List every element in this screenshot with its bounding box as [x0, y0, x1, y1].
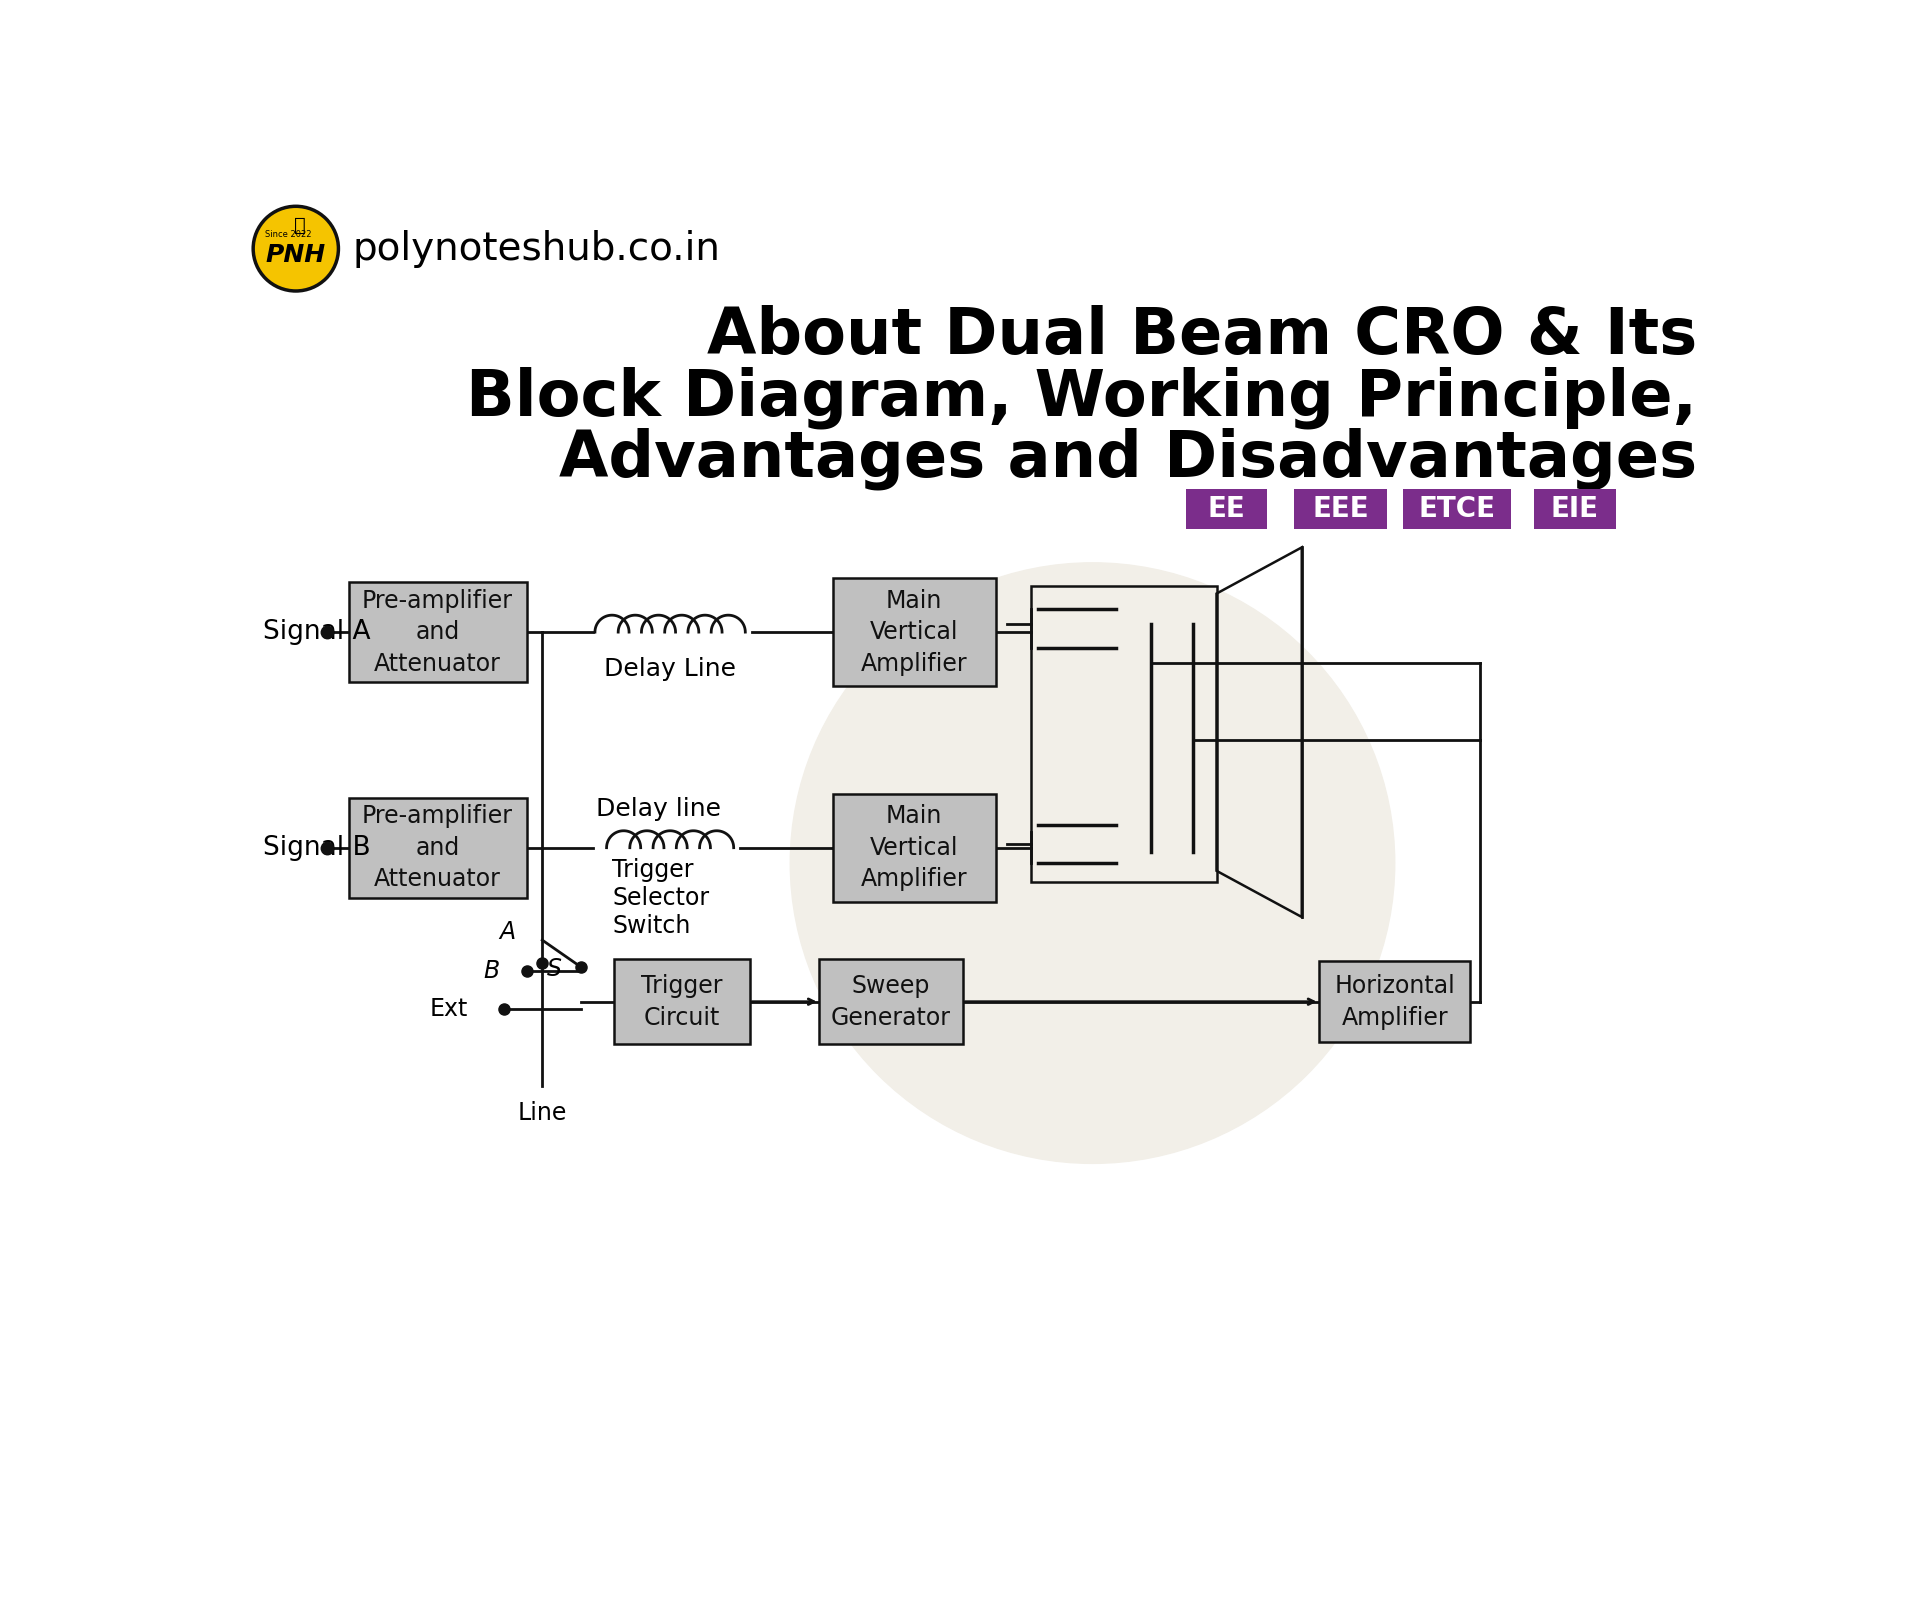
- Text: 🎓: 🎓: [294, 216, 305, 235]
- Bar: [1031, 586, 1217, 882]
- Text: Horizontal
Amplifier: Horizontal Amplifier: [1334, 974, 1455, 1029]
- Text: Delay line: Delay line: [595, 797, 722, 821]
- FancyBboxPatch shape: [1319, 961, 1471, 1042]
- FancyBboxPatch shape: [1185, 489, 1267, 530]
- Text: A: A: [499, 921, 515, 945]
- Text: Signal B: Signal B: [263, 834, 371, 861]
- Text: Sweep
Generator: Sweep Generator: [831, 974, 950, 1029]
- Text: ETCE: ETCE: [1419, 494, 1496, 523]
- FancyBboxPatch shape: [1402, 489, 1511, 530]
- Text: EEE: EEE: [1311, 494, 1369, 523]
- Circle shape: [253, 206, 338, 291]
- Text: PNH: PNH: [265, 243, 326, 267]
- Text: Signal A: Signal A: [263, 620, 371, 646]
- Text: S: S: [547, 958, 561, 982]
- Text: About Dual Beam CRO & Its: About Dual Beam CRO & Its: [707, 304, 1697, 367]
- Text: EE: EE: [1208, 494, 1244, 523]
- Text: Since 2022: Since 2022: [265, 230, 311, 240]
- FancyBboxPatch shape: [833, 578, 996, 686]
- Text: Block Diagram, Working Principle,: Block Diagram, Working Principle,: [467, 365, 1697, 428]
- Text: Main
Vertical
Amplifier: Main Vertical Amplifier: [860, 589, 968, 676]
- Text: Pre-amplifier
and
Attenuator: Pre-amplifier and Attenuator: [363, 589, 513, 676]
- Text: Pre-amplifier
and
Attenuator: Pre-amplifier and Attenuator: [363, 803, 513, 892]
- FancyBboxPatch shape: [349, 797, 526, 898]
- FancyBboxPatch shape: [614, 960, 749, 1043]
- Text: Trigger
Circuit: Trigger Circuit: [641, 974, 722, 1029]
- FancyBboxPatch shape: [820, 960, 962, 1043]
- Text: Main
Vertical
Amplifier: Main Vertical Amplifier: [860, 803, 968, 892]
- Text: Delay Line: Delay Line: [605, 657, 735, 681]
- Text: Ext: Ext: [430, 998, 468, 1021]
- FancyBboxPatch shape: [349, 583, 526, 683]
- Text: polynoteshub.co.in: polynoteshub.co.in: [353, 230, 720, 267]
- Text: B: B: [484, 960, 499, 982]
- Text: EIE: EIE: [1551, 494, 1599, 523]
- Circle shape: [791, 564, 1394, 1164]
- Text: Line: Line: [518, 1101, 566, 1125]
- FancyBboxPatch shape: [1294, 489, 1386, 530]
- FancyBboxPatch shape: [833, 794, 996, 902]
- Text: Trigger
Selector
Switch: Trigger Selector Switch: [612, 858, 708, 937]
- Text: Advantages and Disadvantages: Advantages and Disadvantages: [559, 428, 1697, 489]
- FancyBboxPatch shape: [1534, 489, 1615, 530]
